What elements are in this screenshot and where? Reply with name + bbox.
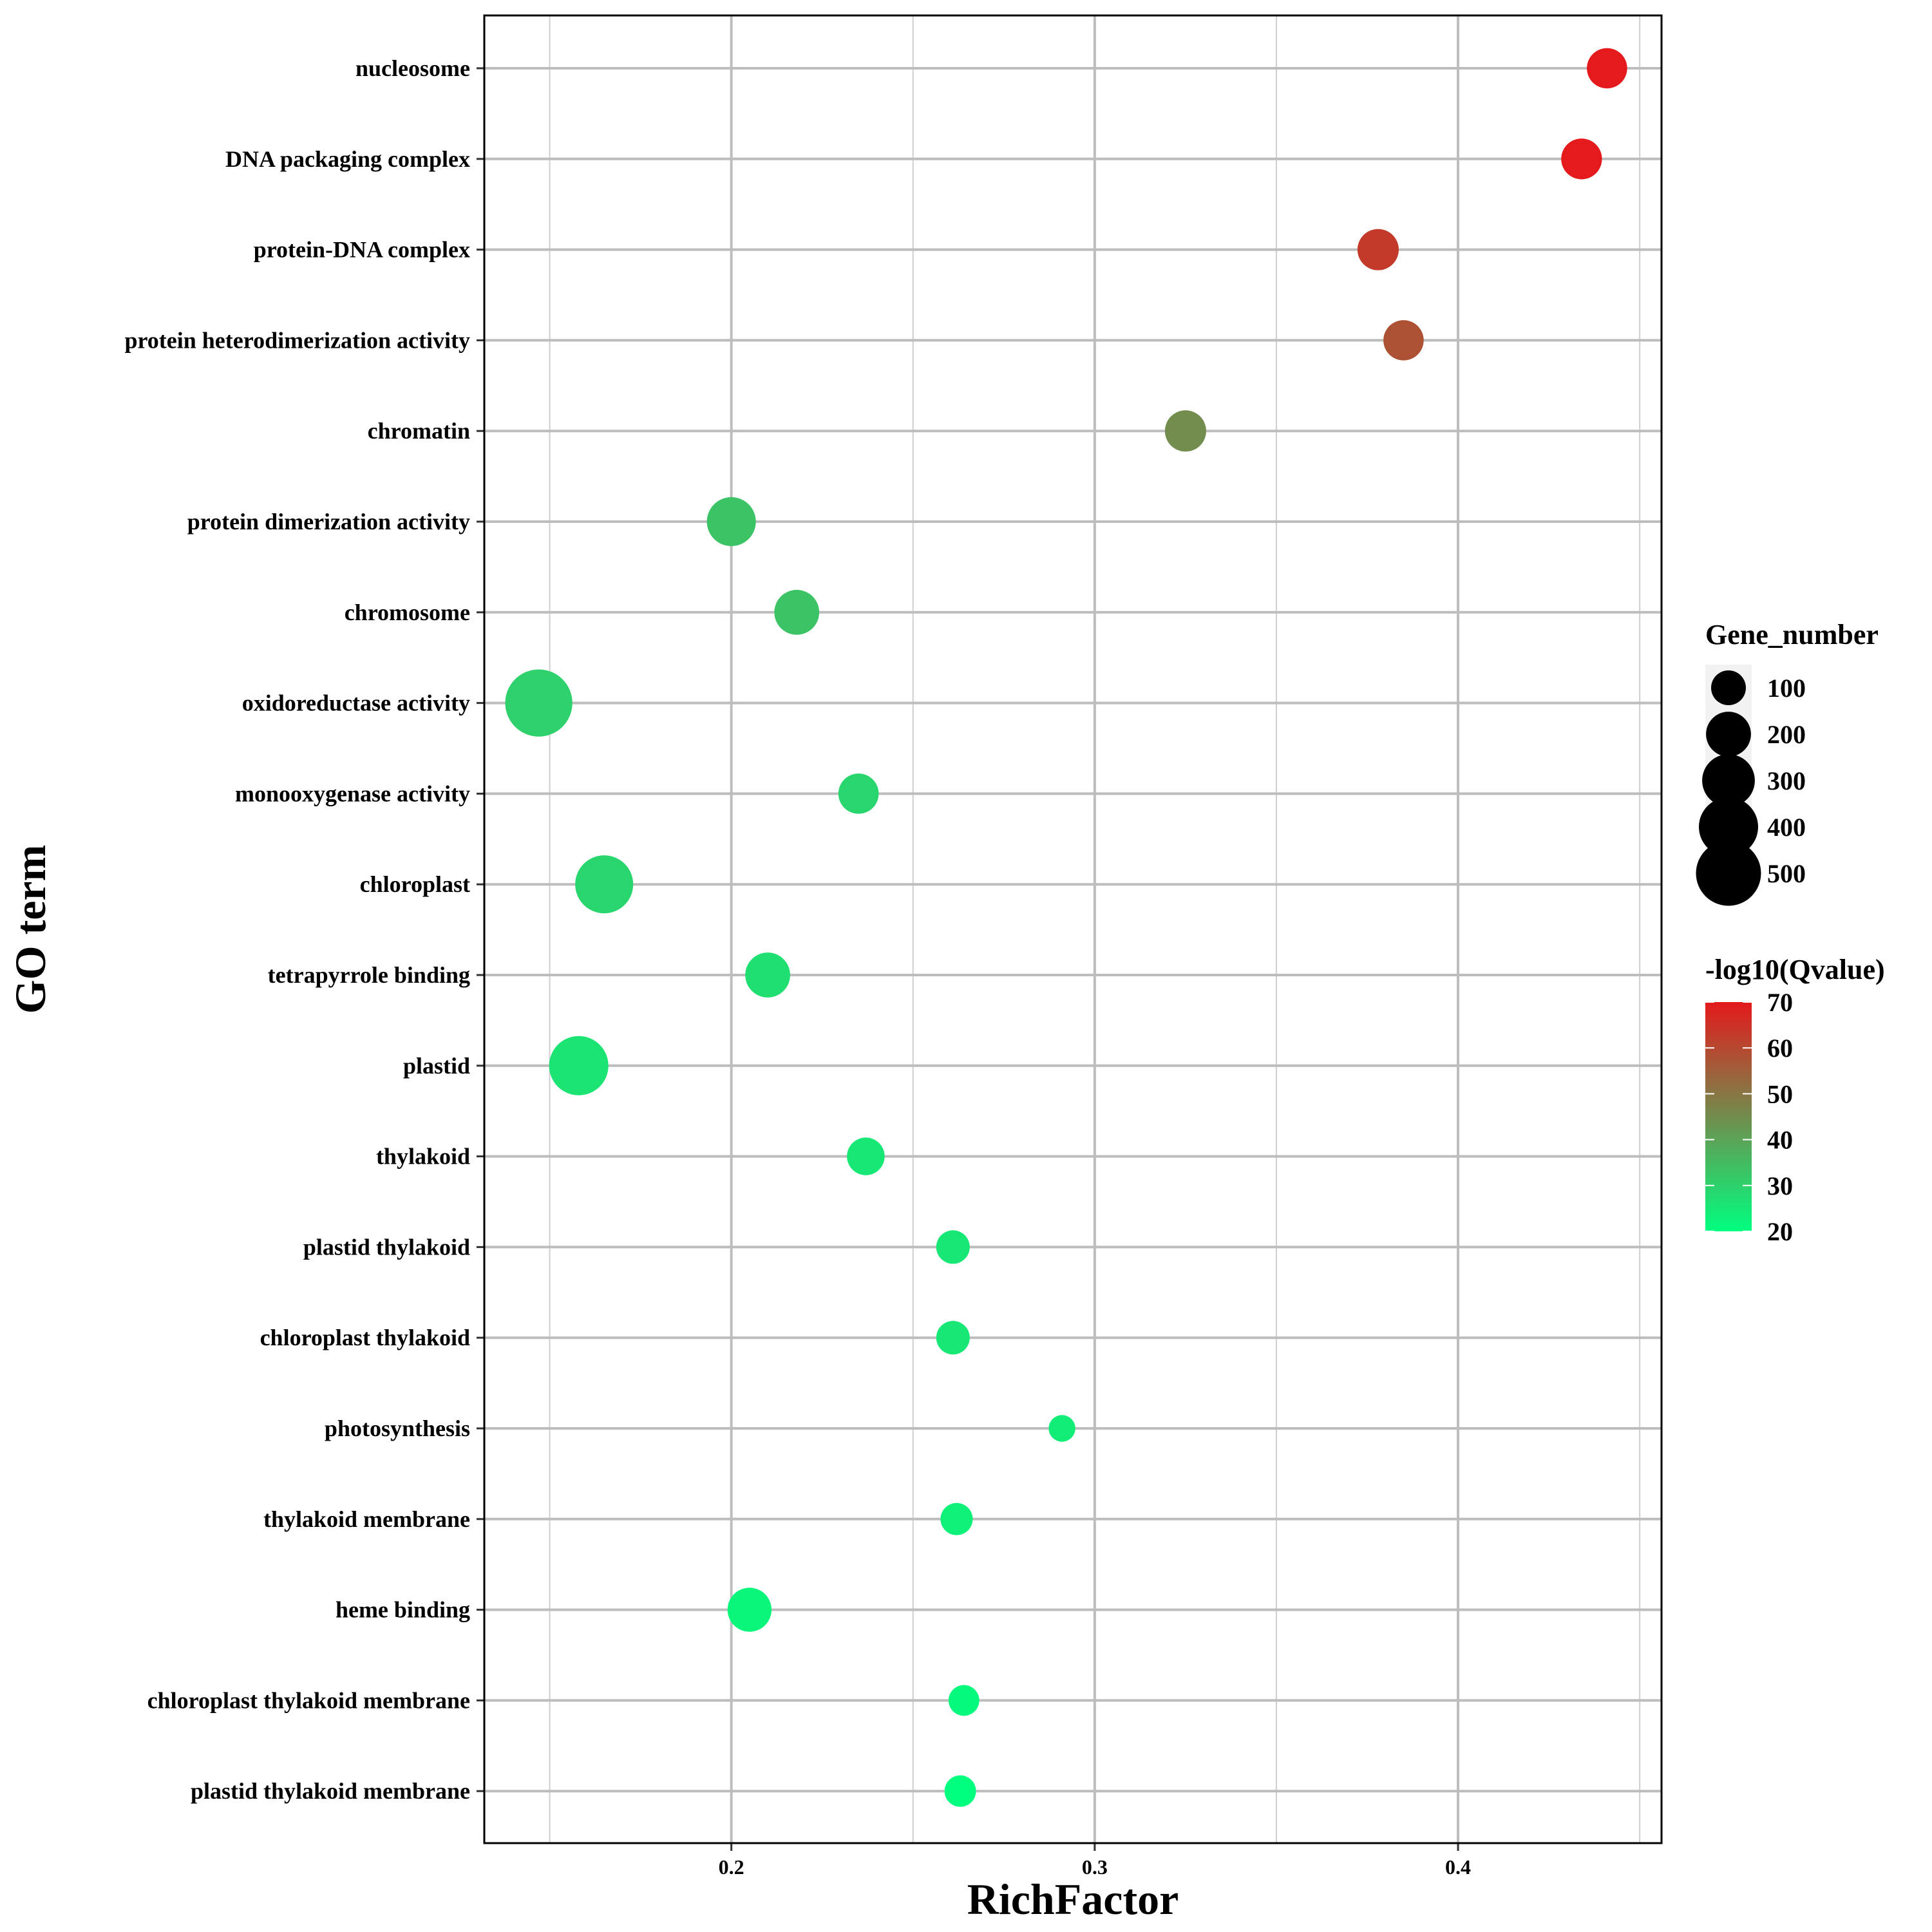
data-point [549, 1036, 609, 1095]
y-tick-label: DNA packaging complex [225, 146, 470, 172]
data-point [1383, 320, 1424, 361]
y-tick-label: oxidoreductase activity [242, 690, 470, 716]
color-legend-label: 20 [1767, 1217, 1793, 1246]
data-point [575, 855, 634, 914]
color-legend-title: -log10(Qvalue) [1705, 954, 1885, 985]
color-legend-colorbar [1705, 1002, 1752, 1231]
data-point [1164, 410, 1206, 452]
x-tick-label: 0.2 [719, 1855, 744, 1879]
grid-layer [484, 15, 1662, 1843]
y-tick-label: monooxygenase activity [235, 781, 470, 806]
data-point [838, 773, 879, 814]
data-point [774, 589, 820, 635]
y-axis-ticks: nucleosome DNA packaging complex protein-D… [124, 55, 484, 1804]
data-point [936, 1230, 970, 1264]
data-point [1561, 138, 1602, 180]
data-point [1048, 1415, 1075, 1442]
y-tick-label: protein-DNA complex [254, 237, 470, 263]
size-legend: Gene_number 100 200 300 400 500 [1696, 619, 1879, 906]
size-legend-key [1711, 670, 1746, 705]
x-axis-title: RichFactor [967, 1875, 1179, 1924]
y-tick-label: photosynthesis [325, 1416, 470, 1441]
color-legend-ticks: 20 30 40 50 60 70 [1705, 988, 1793, 1246]
x-axis-ticks: 0.2 0.3 0.4 [719, 1843, 1471, 1879]
data-point [505, 669, 573, 737]
color-legend-label: 60 [1767, 1034, 1793, 1063]
y-tick-label: plastid thylakoid [303, 1234, 470, 1260]
color-legend-label: 40 [1767, 1126, 1793, 1155]
y-tick-label: plastid thylakoid membrane [191, 1778, 470, 1804]
size-legend-key [1702, 754, 1755, 807]
y-tick-label: protein dimerization activity [187, 509, 470, 535]
size-legend-label: 500 [1767, 859, 1806, 888]
y-tick-label: thylakoid membrane [263, 1506, 470, 1532]
size-legend-title: Gene_number [1705, 619, 1879, 650]
color-legend-label: 50 [1767, 1079, 1793, 1108]
color-legend-label: 70 [1767, 988, 1793, 1017]
y-tick-label: chloroplast thylakoid [260, 1325, 470, 1350]
size-legend-key [1706, 712, 1751, 757]
data-points [505, 48, 1627, 1807]
size-legend-label: 400 [1767, 813, 1806, 842]
size-legend-items: 100 200 300 400 500 [1696, 670, 1806, 906]
size-legend-label: 100 [1767, 674, 1806, 703]
x-tick-label: 0.4 [1445, 1855, 1471, 1879]
size-legend-key [1696, 840, 1761, 906]
y-axis-title: GO term [6, 845, 55, 1014]
size-legend-label: 300 [1767, 766, 1806, 795]
y-tick-label: protein heterodimerization activity [124, 327, 470, 353]
y-tick-label: tetrapyrrole binding [268, 962, 470, 988]
y-tick-label: chromosome [345, 600, 470, 625]
y-tick-label: chloroplast thylakoid membrane [147, 1687, 470, 1713]
data-point [936, 1321, 970, 1355]
data-point [1357, 229, 1399, 270]
y-tick-label: heme binding [336, 1597, 470, 1623]
x-tick-label: 0.3 [1082, 1855, 1108, 1879]
y-tick-label: thylakoid [376, 1144, 470, 1170]
y-tick-label: chloroplast [360, 871, 470, 897]
color-legend: -log10(Qvalue) 20 30 40 50 60 70 [1705, 954, 1885, 1246]
data-point [1587, 48, 1627, 89]
size-legend-label: 200 [1767, 720, 1806, 749]
plot-panel-border [483, 14, 1663, 1844]
data-point [944, 1775, 976, 1807]
y-tick-label: nucleosome [355, 55, 470, 81]
y-tick-label: plastid [403, 1053, 470, 1079]
size-legend-key [1699, 797, 1758, 857]
y-tick-label: chromatin [368, 418, 470, 444]
data-point [948, 1685, 980, 1716]
data-point [847, 1137, 885, 1175]
data-point [745, 952, 790, 998]
data-point [706, 497, 756, 547]
data-point [727, 1587, 772, 1632]
color-legend-label: 30 [1767, 1171, 1793, 1200]
data-point [940, 1502, 973, 1535]
